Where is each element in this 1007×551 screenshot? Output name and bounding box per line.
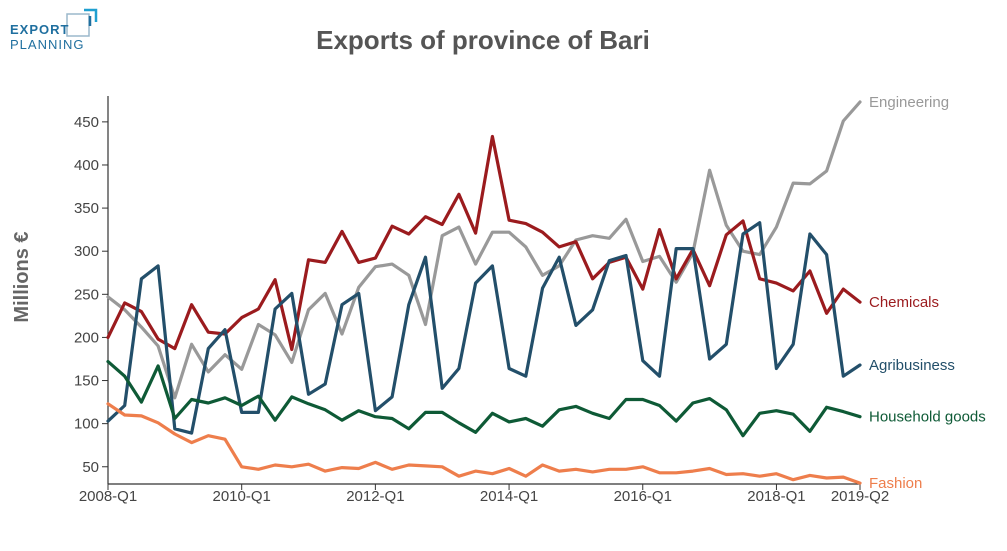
y-tick-label: 300 <box>74 243 99 260</box>
x-tick-label: 2012-Q1 <box>346 488 404 505</box>
series-label-agribusiness: Agribusiness <box>869 357 955 374</box>
series-label-fashion: Fashion <box>869 475 922 492</box>
series-line-agribusiness <box>106 221 862 435</box>
series-line-fashion <box>106 402 862 485</box>
series-label-chemicals: Chemicals <box>869 294 939 311</box>
y-tick-label: 150 <box>74 373 99 390</box>
x-tick-label: 2016-Q1 <box>614 488 672 505</box>
y-tick-label: 350 <box>74 200 99 217</box>
series-line-household-goods <box>106 360 862 438</box>
chart-axes: 50 100 150 200 250 300 350 400 450 2008-Q1 2010-Q1… <box>74 96 889 505</box>
y-tick-label: 400 <box>74 157 99 174</box>
x-tick-label: 2008-Q1 <box>79 488 137 505</box>
chart-title: Exports of province of Bari <box>316 25 650 55</box>
logo-line-2: PLANNING <box>10 37 85 52</box>
logo-line-1: EXPORT <box>10 22 70 37</box>
y-tick-label: 450 <box>74 114 99 131</box>
y-tick-label: 100 <box>74 416 99 433</box>
y-tick-label: 200 <box>74 329 99 346</box>
logo-mark-icon <box>66 8 98 37</box>
series-label-engineering: Engineering <box>869 94 949 111</box>
chart-series <box>106 100 862 485</box>
series-line-engineering <box>106 100 862 400</box>
x-tick-label: 2014-Q1 <box>480 488 538 505</box>
export-planning-logo: EXPORT PLANNING <box>10 8 110 56</box>
x-tick-label: 2010-Q1 <box>213 488 271 505</box>
x-tick-label: 2018-Q1 <box>747 488 805 505</box>
y-tick-label: 250 <box>74 286 99 303</box>
series-label-household-goods: Household goods <box>869 409 986 426</box>
y-tick-label: 50 <box>82 459 99 476</box>
series-labels: Engineering Chemicals Agribusiness Househol… <box>869 94 986 492</box>
y-axis-label: Millions € <box>11 231 33 322</box>
x-tick-label: 2019-Q2 <box>831 488 889 505</box>
series-line-chemicals <box>106 134 862 352</box>
